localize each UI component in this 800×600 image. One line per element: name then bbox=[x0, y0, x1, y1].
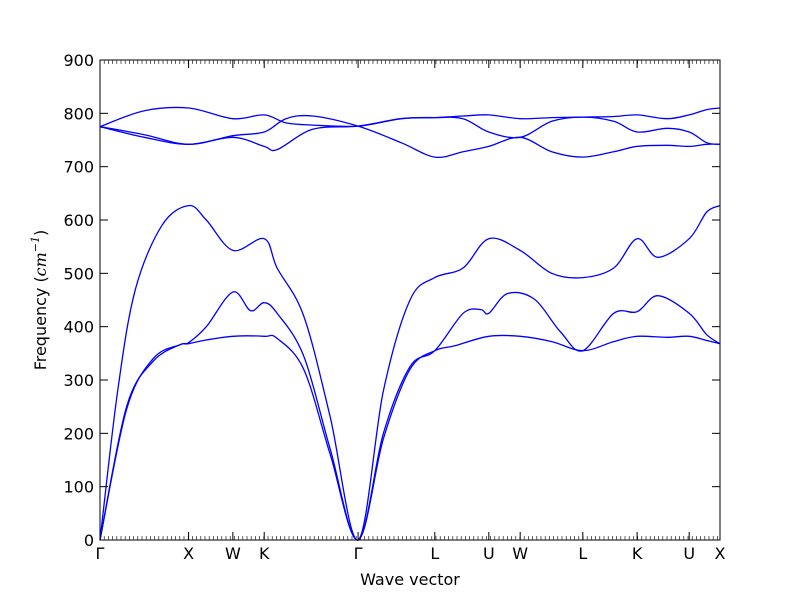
plot-frame bbox=[99, 59, 721, 541]
y-axis-label-text: Frequency ( bbox=[31, 276, 50, 370]
y-axis-label-exponent: −1 bbox=[29, 236, 42, 252]
x-tick-label: Γ bbox=[354, 544, 363, 563]
y-axis-label: Frequency (cm−1) bbox=[29, 230, 50, 371]
y-tick-label: 400 bbox=[63, 318, 94, 337]
y-axis-ticks: 0 100 200 300 400 500 600 700 800 900 bbox=[63, 51, 720, 550]
x-axis-label: Wave vector bbox=[360, 570, 460, 589]
band-line-5 bbox=[99, 114, 721, 159]
series-group bbox=[99, 106, 721, 541]
x-tick-label: K bbox=[632, 544, 643, 563]
x-tick-label: L bbox=[578, 544, 587, 563]
y-tick-label: 0 bbox=[84, 531, 94, 550]
y-tick-label: 900 bbox=[63, 51, 94, 70]
minor-tick-group bbox=[99, 60, 718, 540]
y-tick-label: 500 bbox=[63, 264, 94, 283]
x-tick-label: U bbox=[683, 544, 695, 563]
band-line-2 bbox=[99, 291, 721, 541]
y-tick-label: 100 bbox=[63, 478, 94, 497]
x-tick-label: X bbox=[183, 544, 194, 563]
x-tick-label: W bbox=[512, 544, 528, 563]
band-line-4 bbox=[99, 116, 721, 152]
band-line-3 bbox=[99, 204, 721, 541]
band-line-1 bbox=[99, 334, 721, 541]
y-tick-label: 200 bbox=[63, 424, 94, 443]
y-axis-label-close: ) bbox=[31, 230, 50, 236]
y-tick-label: 300 bbox=[63, 371, 94, 390]
x-tick-label: U bbox=[483, 544, 495, 563]
y-tick-label: 800 bbox=[63, 104, 94, 123]
x-tick-label: L bbox=[430, 544, 439, 563]
y-tick-label: 600 bbox=[63, 211, 94, 230]
band-line-6 bbox=[99, 106, 721, 128]
x-tick-label: K bbox=[259, 544, 270, 563]
y-axis-label-unit: cm bbox=[31, 252, 50, 276]
x-tick-label: W bbox=[225, 544, 241, 563]
x-tick-label: Γ bbox=[96, 544, 105, 563]
y-tick-label: 700 bbox=[63, 158, 94, 177]
x-tick-label: X bbox=[715, 544, 726, 563]
